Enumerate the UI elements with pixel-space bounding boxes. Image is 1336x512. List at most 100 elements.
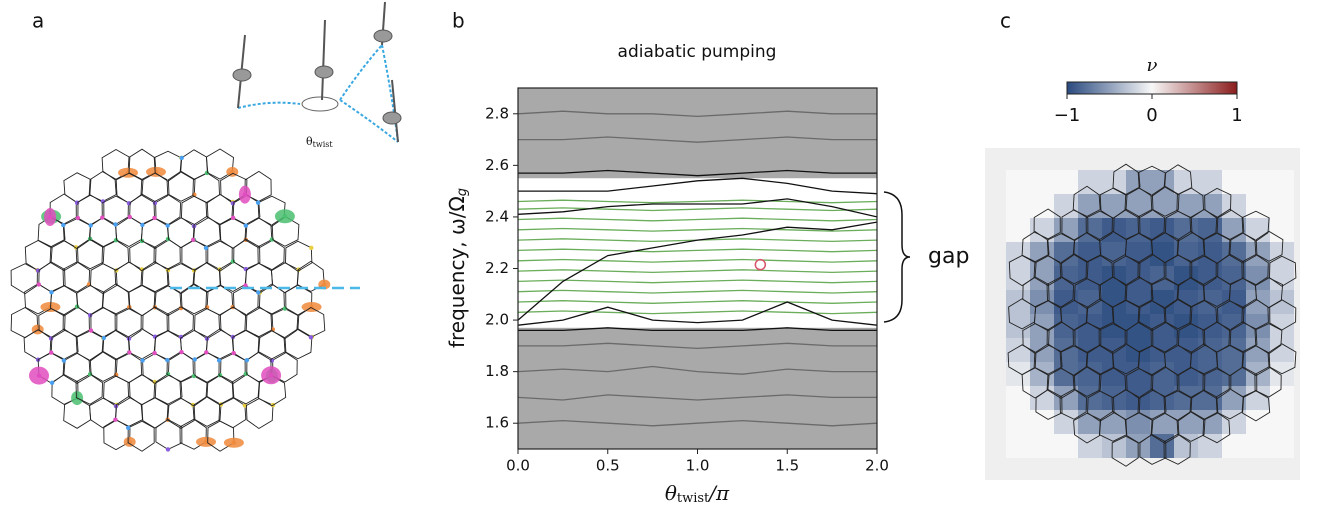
- lattice-cell: [1138, 388, 1167, 420]
- series-line: [518, 199, 877, 204]
- lattice-node: [36, 282, 41, 287]
- lattice-cell: [1061, 209, 1089, 241]
- y-label-subscript: g: [455, 188, 470, 196]
- lattice-cell: [1217, 253, 1245, 285]
- lattice-node: [231, 350, 236, 356]
- inset-label-symbol: θ: [306, 135, 313, 148]
- lattice-cell: [1254, 366, 1282, 398]
- map-cell: [1078, 242, 1102, 266]
- gyro-amplitude: [223, 437, 244, 448]
- lattice-cell: [1189, 299, 1218, 331]
- lattice-cell: [1074, 321, 1102, 353]
- lattice-cell: [1242, 390, 1271, 422]
- map-cell: [1222, 386, 1246, 410]
- lattice-cell: [1022, 276, 1050, 308]
- series-line: [518, 177, 877, 195]
- lattice-cell: [127, 420, 155, 452]
- lattice-node: [203, 245, 209, 251]
- lattice-cell: [1204, 187, 1232, 219]
- lattice-node: [179, 349, 184, 355]
- lattice-node: [87, 372, 93, 377]
- lattice-cell: [38, 308, 66, 340]
- series-line: [518, 327, 877, 332]
- lattice-node: [35, 268, 41, 273]
- gyro-amplitude: [261, 366, 282, 385]
- lattice-cell: [103, 375, 131, 407]
- lattice-cell: [1230, 366, 1258, 398]
- colorbar-label: ν: [1147, 55, 1158, 76]
- lattice-node: [61, 358, 67, 363]
- lattice-cell: [258, 375, 287, 407]
- lattice-node: [179, 155, 184, 161]
- lattice-cell: [167, 170, 196, 202]
- map-cell: [1198, 194, 1222, 218]
- map-cell: [1174, 194, 1198, 218]
- lattice-node: [191, 237, 196, 242]
- lattice-node: [126, 201, 132, 206]
- lattice-node: [75, 215, 81, 221]
- lattice-node: [165, 447, 171, 452]
- map-cell: [1006, 290, 1030, 314]
- map-cell: [1030, 386, 1054, 410]
- y-tick-label: 2.0: [485, 311, 509, 329]
- map-cell: [1006, 170, 1030, 194]
- lattice-cell: [1176, 187, 1204, 219]
- lattice-cell: [205, 284, 234, 316]
- lattice-cell: [127, 328, 156, 360]
- x-label-suffix: /π: [707, 481, 730, 505]
- lattice-cell: [1268, 343, 1297, 375]
- lattice-cell: [114, 395, 143, 427]
- series-line: [518, 310, 877, 315]
- series-line: [518, 110, 877, 118]
- map-cell: [1270, 170, 1294, 194]
- series-line: [518, 207, 877, 212]
- y-axis-label: frequency, ω/Ωg: [445, 188, 470, 348]
- lattice-node: [113, 222, 118, 227]
- lattice-node: [230, 215, 236, 220]
- lattice-node: [165, 223, 170, 228]
- lattice-node: [309, 245, 314, 250]
- lattice-cell: [1203, 232, 1232, 264]
- map-cell: [1150, 314, 1174, 338]
- series-line: [518, 419, 877, 427]
- lattice-cell: [1269, 299, 1297, 331]
- series-line: [518, 248, 877, 253]
- lattice-cell: [90, 306, 118, 338]
- map-cell: [1198, 170, 1222, 194]
- lattice-cell: [205, 328, 234, 360]
- series-line: [518, 365, 877, 375]
- map-cell: [1174, 218, 1198, 242]
- lattice-cell: [1046, 276, 1075, 308]
- lattice-cell: [1085, 298, 1114, 330]
- lattice-node: [49, 380, 55, 385]
- map-cell: [1078, 218, 1102, 242]
- lattice-node: [152, 350, 157, 356]
- map-cell: [1054, 290, 1078, 314]
- x-tick-label: 1.5: [775, 457, 799, 475]
- map-cell: [1174, 362, 1198, 386]
- y-tick-label: 1.6: [485, 414, 509, 432]
- lattice-cell: [154, 373, 183, 405]
- lattice-cell: [1035, 388, 1063, 420]
- map-cell: [1054, 266, 1078, 290]
- lattice-cell: [1072, 185, 1101, 217]
- lattice-cell: [284, 328, 313, 360]
- lattice-node: [126, 336, 132, 341]
- map-cell: [1270, 386, 1294, 410]
- lattice-node: [308, 335, 314, 340]
- lattice-cell: [207, 420, 235, 452]
- map-cell: [1030, 170, 1054, 194]
- lattice-cell: [101, 283, 130, 315]
- lattice-node: [178, 334, 184, 340]
- map-cell: [1126, 194, 1150, 218]
- bulk-band: [518, 88, 877, 179]
- map-cell: [1246, 290, 1270, 314]
- colorbar-tick-label: 1: [1231, 105, 1242, 126]
- lattice-cell: [194, 351, 222, 383]
- map-cell: [1198, 242, 1222, 266]
- map-cell: [1078, 170, 1102, 194]
- lattice-cell: [1178, 366, 1206, 398]
- map-cell: [1054, 434, 1078, 458]
- lattice-node: [101, 335, 107, 341]
- lattice-cell: [1165, 254, 1193, 286]
